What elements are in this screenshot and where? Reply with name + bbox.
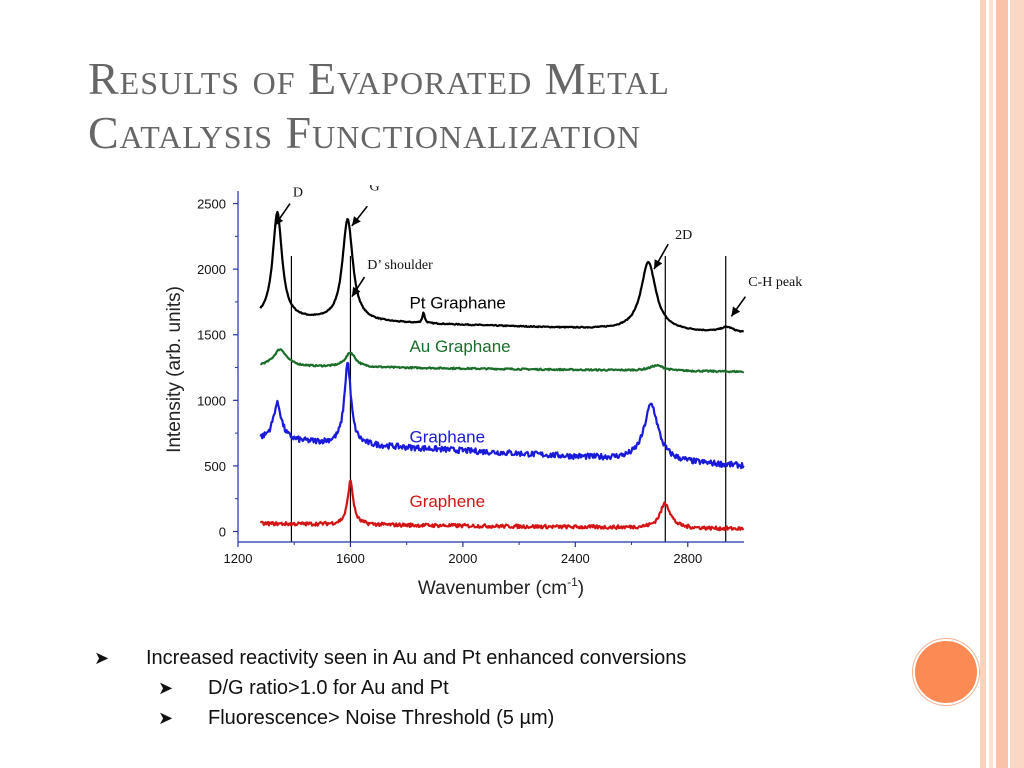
x-axis-label: Wavenumber (cm-1) xyxy=(418,575,584,599)
reference-lines xyxy=(290,256,727,542)
right-decor-stripe-3 xyxy=(996,0,1008,768)
annotation-label-1: D xyxy=(293,185,303,200)
y-axis-label: Intensity (arb. units) xyxy=(164,286,185,453)
x-tick-label: 2000 xyxy=(448,551,477,566)
right-decor-stripe-1 xyxy=(980,0,986,768)
annotation-label-5: C-H peak xyxy=(748,275,802,290)
series-line-graphane xyxy=(259,361,745,470)
spectrum-series xyxy=(259,210,745,532)
x-tick-label: 2800 xyxy=(673,551,702,566)
arrowhead-bullet-icon: ➤ xyxy=(94,648,110,668)
series-line-pt-graphane xyxy=(259,210,745,333)
annotation-label-2: G xyxy=(370,185,380,194)
slide-title: Results of Evaporated Metal Catalysis Fu… xyxy=(88,52,948,160)
annotation-arrow-head-icon xyxy=(731,306,741,317)
y-tick-label: 0 xyxy=(219,525,226,540)
bullet-text-1: Increased reactivity seen in Au and Pt e… xyxy=(146,647,687,669)
right-decor-stripe-2 xyxy=(989,0,993,768)
bullet-item-1: ➤ Increased reactivity seen in Au and Pt… xyxy=(92,643,912,673)
series-label-pt-graphane: Pt Graphane xyxy=(409,294,505,313)
slide-title-line-2: Catalysis Functionalization xyxy=(88,107,641,158)
bullet-list: ➤ Increased reactivity seen in Au and Pt… xyxy=(92,643,912,733)
bullet-text-3: Fluorescence> Noise Threshold (5 µm) xyxy=(208,707,555,729)
y-tick-label: 1000 xyxy=(197,393,226,408)
y-tick-label: 2500 xyxy=(197,197,226,212)
annotation-arrow-head-icon xyxy=(274,216,284,226)
x-tick-label: 1600 xyxy=(336,551,365,566)
bullet-item-2: ➤ D/G ratio>1.0 for Au and Pt xyxy=(92,673,912,703)
chart-text: 1200 1600 2000 2400 2800 0 500 1000 1500 2000 2500… xyxy=(164,185,802,599)
y-tick-label: 1500 xyxy=(197,328,226,343)
right-decor-stripe-4 xyxy=(1010,0,1024,768)
series-label-graphene: Graphene xyxy=(409,492,485,511)
raman-spectrum-chart: 1200 1600 2000 2400 2800 0 500 1000 1500 2000 2500… xyxy=(164,185,802,599)
bullet-item-3: ➤ Fluorescence> Noise Threshold (5 µm) xyxy=(92,703,912,733)
series-line-au-graphane xyxy=(260,348,745,374)
annotation-arrow-head-icon xyxy=(654,259,663,270)
chart-axes xyxy=(233,191,744,547)
bullet-text-2: D/G ratio>1.0 for Au and Pt xyxy=(208,677,449,699)
series-line-graphene xyxy=(259,479,745,532)
y-tick-label: 500 xyxy=(204,459,226,474)
x-tick-label: 2400 xyxy=(561,551,590,566)
annotation-arrow-head-icon xyxy=(351,286,361,297)
arrowhead-bullet-icon: ➤ xyxy=(158,678,174,698)
annotation-label-3: D’ shoulder xyxy=(367,258,433,273)
annotation-arrow-head-icon xyxy=(351,216,361,226)
arrowhead-bullet-icon: ➤ xyxy=(158,708,174,728)
series-label-au-graphane: Au Graphane xyxy=(409,337,510,356)
x-tick-label: 1200 xyxy=(224,551,253,566)
slide-title-line-1: Results of Evaporated Metal xyxy=(88,53,670,104)
series-label-graphane: Graphane xyxy=(409,427,485,446)
y-tick-label: 2000 xyxy=(197,262,226,277)
decorative-orange-circle xyxy=(913,639,979,705)
annotation-label-4: 2D xyxy=(675,228,692,243)
